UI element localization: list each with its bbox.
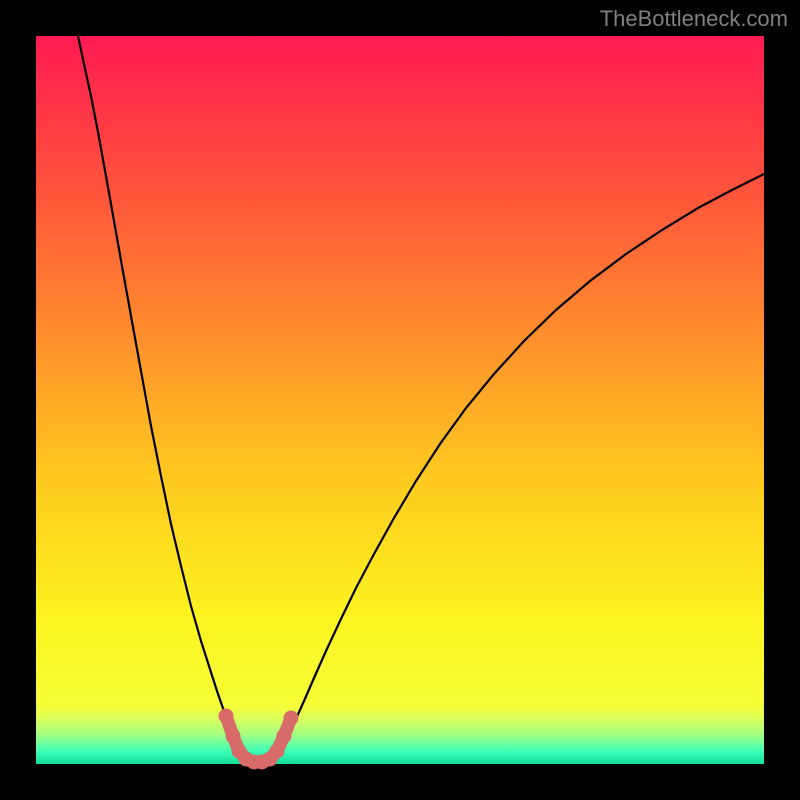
watermark-text: TheBottleneck.com: [600, 6, 788, 32]
bottleneck-curve: [78, 36, 764, 762]
chart-svg: [36, 36, 764, 764]
highlight-dot: [226, 729, 241, 744]
plot-background: [36, 36, 764, 764]
highlight-dot: [219, 709, 234, 724]
highlight-dots: [219, 709, 299, 770]
highlight-dot: [277, 729, 292, 744]
highlight-dot: [270, 744, 285, 759]
highlight-dot: [284, 711, 299, 726]
